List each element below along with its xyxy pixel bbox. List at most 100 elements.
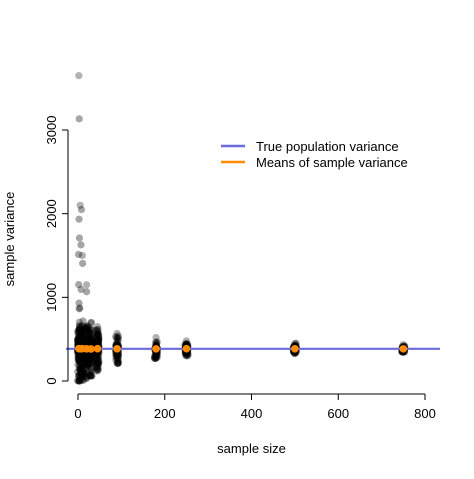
sample-variance-point	[93, 351, 101, 359]
sample-variance-point	[87, 332, 95, 340]
sample-variance-point	[152, 338, 160, 346]
sample-variance-point	[114, 358, 123, 366]
sample-variance-point	[75, 377, 83, 385]
sample-variance-point	[81, 323, 89, 331]
sample-variance-point	[77, 330, 85, 338]
sample-variance-point	[93, 330, 101, 338]
sample-variance-point	[83, 359, 92, 367]
sample-variance-point	[150, 353, 159, 361]
sample-variance-point	[93, 326, 101, 334]
sample-variance-point	[77, 332, 85, 340]
sample-variance-point	[75, 339, 83, 347]
sample-variance-point	[75, 337, 83, 345]
sample-variance-point	[88, 332, 96, 340]
sample-variance-point	[112, 350, 120, 359]
sample-variance-point	[82, 324, 91, 332]
sample-variance-point	[114, 359, 122, 367]
sample-variance-point	[114, 337, 122, 345]
sample-variance-point	[95, 359, 103, 367]
sample-variance-point	[75, 338, 84, 346]
sample-variance-point	[83, 360, 91, 369]
sample-variance-point	[152, 353, 160, 361]
sample-variance-point	[76, 371, 84, 379]
sample-variance-point	[87, 372, 95, 380]
sample-variance-point	[83, 329, 91, 338]
sample-variance-point	[74, 335, 82, 343]
sample-variance-point	[82, 372, 90, 380]
sample-variance-point	[77, 337, 85, 345]
sample-variance-point	[77, 354, 85, 362]
sample-variance-point	[75, 305, 83, 313]
mean-point	[152, 345, 160, 353]
sample-variance-point	[94, 362, 102, 370]
sample-variance-point	[114, 351, 123, 359]
sample-variance-point	[77, 205, 86, 214]
sample-variance-point	[86, 372, 94, 380]
sample-variance-point	[77, 338, 85, 346]
sample-variance-point	[84, 362, 92, 370]
sample-variance-point	[81, 365, 90, 373]
sample-variance-point	[84, 369, 92, 377]
sample-variance-point	[79, 322, 87, 330]
sample-variance-point	[82, 336, 90, 344]
sample-variance-point	[88, 326, 96, 334]
sample-variance-point	[87, 337, 96, 345]
sample-variance-point	[86, 353, 94, 361]
sample-variance-point	[77, 361, 86, 369]
sample-variance-point	[78, 353, 86, 361]
sample-variance-point	[75, 365, 84, 373]
sample-variance-point	[94, 327, 102, 335]
sample-variance-point	[87, 353, 95, 361]
sample-variance-point	[82, 369, 90, 377]
sample-variance-point	[77, 285, 85, 294]
sample-variance-point	[114, 351, 122, 359]
sample-variance-point	[80, 355, 88, 363]
sample-variance-point	[92, 326, 100, 334]
sample-variance-point	[76, 338, 84, 347]
sample-variance-point	[182, 352, 191, 360]
sample-variance-point	[79, 337, 87, 345]
sample-variance-point	[75, 215, 83, 223]
legend: True population variance Means of sample…	[221, 139, 408, 170]
sample-variance-point	[94, 335, 102, 343]
sample-variance-point	[83, 329, 92, 337]
sample-variance-point	[75, 333, 83, 341]
sample-variance-point	[84, 351, 92, 359]
sample-variance-point	[80, 351, 88, 359]
sample-variance-point	[78, 333, 87, 341]
sample-variance-point	[88, 351, 97, 359]
sample-variance-point	[78, 372, 87, 380]
sample-variance-point	[74, 337, 82, 346]
sample-variance-point	[75, 280, 83, 289]
sample-variance-point	[76, 352, 84, 360]
sample-variance-point	[77, 355, 85, 363]
sample-variance-point	[74, 367, 82, 376]
sample-variance-point	[77, 329, 86, 337]
sample-variance-point	[77, 335, 85, 343]
sample-variance-point	[153, 353, 161, 361]
sample-variance-point	[76, 376, 84, 384]
sample-variance-point	[76, 361, 84, 370]
sample-variance-point	[75, 72, 83, 80]
sample-variance-point	[151, 353, 159, 361]
sample-variance-point	[76, 333, 84, 341]
sample-variance-point	[74, 361, 82, 369]
sample-variance-point	[75, 353, 83, 361]
sample-variance-point	[83, 325, 92, 333]
sample-variance-point	[94, 332, 102, 340]
sample-variance-point	[76, 322, 84, 330]
sample-variance-point	[79, 330, 87, 338]
sample-variance-point	[94, 330, 102, 338]
sample-variance-point	[76, 356, 84, 364]
sample-variance-point	[151, 354, 159, 363]
sample-variance-point	[93, 367, 102, 375]
sample-variance-point	[79, 360, 87, 368]
sample-variance-point	[94, 358, 102, 366]
sample-variance-point	[76, 366, 84, 374]
sample-variance-point	[85, 331, 94, 339]
sample-variance-point	[83, 338, 92, 346]
sample-variance-point	[113, 338, 121, 346]
sample-variance-point	[112, 356, 120, 364]
sample-variance-point	[94, 360, 102, 368]
